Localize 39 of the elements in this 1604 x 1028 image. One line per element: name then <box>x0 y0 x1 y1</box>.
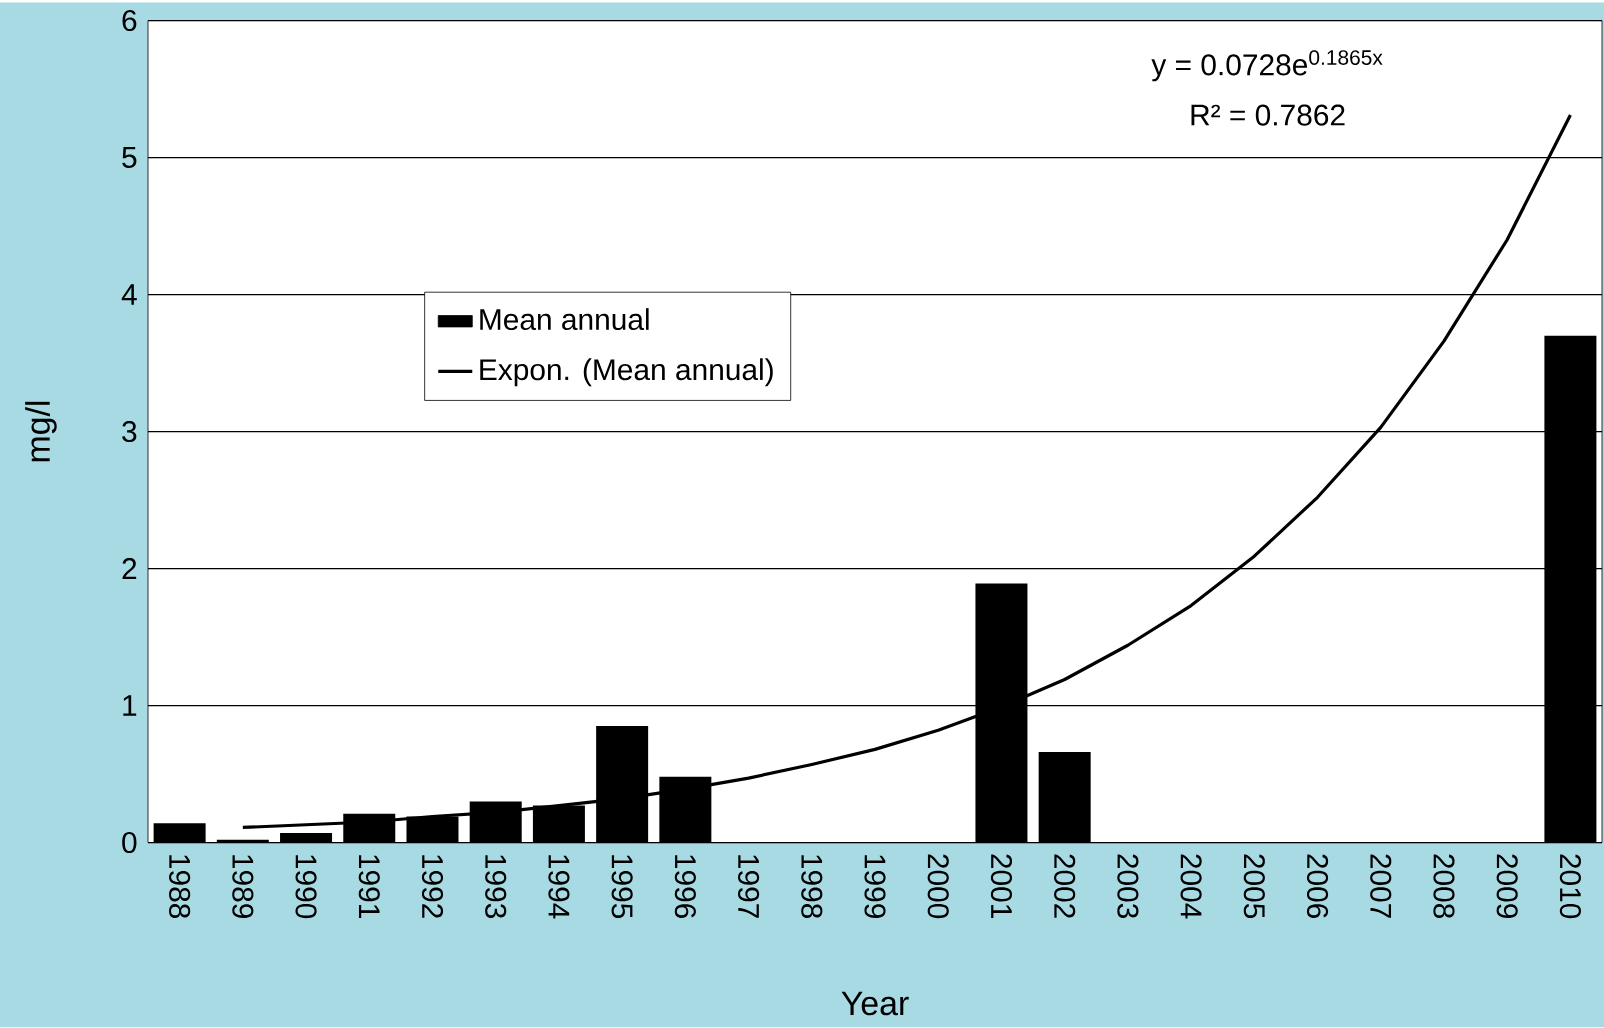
y-tick-label: 3 <box>122 421 137 443</box>
bar <box>1038 752 1091 843</box>
legend-label: Expon. (Mean annual) <box>480 358 773 387</box>
x-tick-label: 2004 <box>1180 854 1202 919</box>
x-tick-label: 2000 <box>927 854 949 919</box>
y-tick-label: 6 <box>122 10 137 32</box>
annotation: R² = 0.7862 <box>1191 104 1345 126</box>
x-tick-label: 2005 <box>1243 854 1265 919</box>
x-tick-label: 1998 <box>801 855 823 919</box>
y-tick-label: 2 <box>122 558 137 580</box>
y-tick-label: 1 <box>123 695 137 717</box>
x-tick-label: 2006 <box>1306 854 1329 919</box>
x-tick-label: 1992 <box>421 855 444 919</box>
x-tick-label: 2002 <box>1054 854 1076 919</box>
x-tick-label: 2009 <box>1496 854 1518 919</box>
annotation: y = 0.0728e$^{0.1865x}$ <box>1151 50 1383 82</box>
y-tick-label: 4 <box>121 284 137 306</box>
y-tick-label: 0 <box>122 832 137 854</box>
x-tick-label: 1989 <box>232 855 254 919</box>
x-tick-label: 2010 <box>1559 854 1581 919</box>
x-tick-label: 1999 <box>864 855 886 919</box>
bar <box>153 823 206 843</box>
x-tick-label: 1997 <box>738 855 760 919</box>
x-tick-label: 1990 <box>295 855 317 919</box>
x-tick-label: 2007 <box>1370 854 1392 919</box>
x-tick-label: 2001 <box>990 854 1013 919</box>
y-axis-title: mg/l <box>25 402 57 462</box>
x-tick-label: 2003 <box>1117 854 1139 919</box>
y-tick-label: 5 <box>122 147 137 169</box>
x-tick-label: 2008 <box>1433 854 1455 919</box>
x-tick-label: 1991 <box>358 855 380 919</box>
bar <box>280 833 333 843</box>
x-tick-label: 1993 <box>485 855 507 919</box>
x-tick-label: 1994 <box>548 855 570 919</box>
x-tick-label: 1988 <box>169 855 191 919</box>
x-tick-label: 1995 <box>611 855 633 919</box>
legend-label: Mean annual <box>480 308 649 331</box>
x-axis-title: Year <box>841 991 909 1016</box>
x-tick-label: 1996 <box>674 855 696 919</box>
